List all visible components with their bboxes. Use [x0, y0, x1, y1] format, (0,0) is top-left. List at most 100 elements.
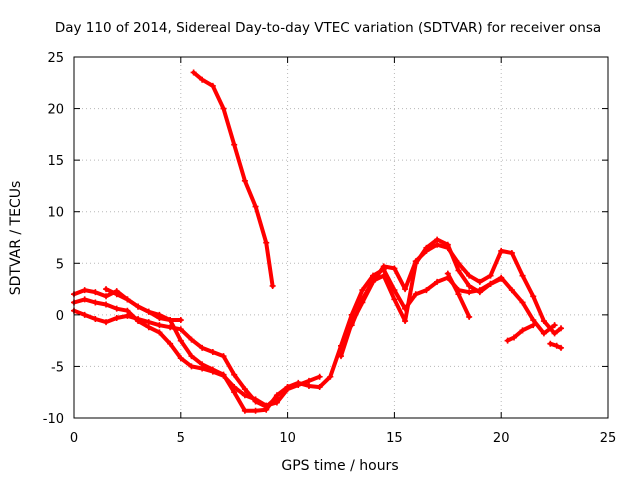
data-point [434, 236, 441, 243]
y-tick-label: 5 [56, 257, 64, 272]
data-point [113, 314, 120, 321]
data-point [177, 337, 184, 344]
data-point [558, 325, 565, 332]
y-tick-label: -10 [43, 412, 64, 427]
data-point [444, 241, 451, 248]
x-tick-label: 10 [279, 431, 296, 446]
data-point [348, 311, 355, 318]
data-point [455, 291, 462, 298]
data-series [348, 236, 505, 329]
data-point [209, 82, 216, 89]
data-point [231, 141, 238, 148]
y-axis-label: SDTVAR / TECUs [8, 181, 24, 296]
data-point [498, 247, 505, 254]
x-axis-label: GPS time / hours [281, 458, 398, 474]
axis-ticks: 0 5 10 15 20 25 -10 -5 0 5 10 15 20 25 [43, 51, 617, 446]
data-point [402, 286, 409, 293]
data-point [103, 293, 110, 300]
series-trace [339, 242, 563, 359]
x-tick-label: 0 [70, 431, 78, 446]
data-point [434, 241, 441, 248]
data-point [547, 340, 554, 347]
data-point [241, 407, 248, 414]
data-point [540, 330, 547, 337]
data-point [551, 322, 558, 329]
data-point [551, 330, 558, 337]
data-point [113, 291, 120, 298]
data-point [156, 322, 163, 329]
data-point [188, 353, 195, 360]
data-point [530, 322, 537, 329]
data-point [466, 313, 473, 320]
data-point [81, 311, 88, 318]
data-point [188, 363, 195, 370]
data-series [338, 241, 565, 360]
x-tick-label: 15 [386, 431, 403, 446]
data-point [263, 239, 270, 246]
data-series [71, 296, 323, 409]
data-point [81, 296, 88, 303]
data-point [391, 265, 398, 272]
data-point [156, 314, 163, 321]
data-point [113, 305, 120, 312]
data-series [71, 307, 280, 410]
data-point [124, 312, 131, 319]
data-point [177, 317, 184, 324]
data-point [487, 272, 494, 279]
data-point [81, 287, 88, 294]
data-series [547, 340, 565, 351]
chart-title: Day 110 of 2014, Sidereal Day-to-day VTE… [55, 20, 601, 36]
data-point [530, 317, 537, 324]
series-trace [72, 288, 290, 413]
series-trace [285, 267, 557, 390]
data-point [380, 263, 387, 270]
data-point [558, 344, 565, 351]
data-point [305, 383, 312, 390]
data-point [284, 384, 291, 391]
data-point [476, 278, 483, 285]
data-point [145, 324, 152, 331]
data-point [199, 76, 206, 83]
data-point [402, 318, 409, 325]
data-series [103, 286, 184, 324]
data-point [487, 280, 494, 287]
data-point [145, 308, 152, 315]
data-point [327, 373, 334, 380]
data-point [92, 315, 99, 322]
data-point [295, 379, 302, 386]
data-point [135, 303, 142, 310]
data-point [199, 344, 206, 351]
data-point [508, 249, 515, 256]
data-point [252, 203, 259, 210]
grid [74, 57, 608, 418]
y-tick-label: 20 [47, 103, 64, 118]
data-point [530, 293, 537, 300]
data-point [434, 278, 441, 285]
data-point [316, 373, 323, 380]
data-series [284, 266, 558, 391]
y-tick-label: 0 [56, 309, 64, 324]
data-point [231, 389, 238, 396]
data-point [370, 277, 377, 284]
data-point [252, 398, 259, 405]
data-point [423, 244, 430, 251]
y-tick-label: 15 [47, 154, 64, 169]
data-point [263, 403, 270, 410]
y-tick-label: 10 [47, 206, 64, 221]
data-point [241, 177, 248, 184]
data-point [241, 392, 248, 399]
data-point [167, 317, 174, 324]
data-point [508, 287, 515, 294]
data-point [359, 296, 366, 303]
x-tick-label: 5 [177, 431, 185, 446]
data-point [476, 289, 483, 296]
x-tick-label: 25 [600, 431, 617, 446]
y-tick-label: 25 [47, 51, 64, 66]
data-point [466, 289, 473, 296]
data-point [466, 282, 473, 289]
data-point [241, 386, 248, 393]
data-point [316, 384, 323, 391]
data-point [190, 69, 197, 76]
data-point [220, 372, 227, 379]
